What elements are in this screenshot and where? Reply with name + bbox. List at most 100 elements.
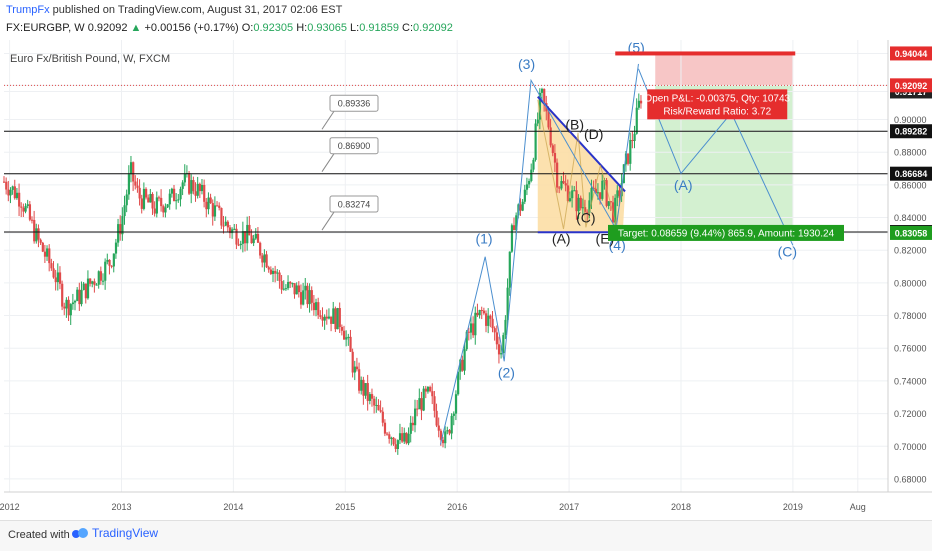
candle-body	[15, 192, 19, 199]
candle-body	[299, 292, 303, 305]
candle-body	[437, 425, 440, 431]
candle-body	[405, 432, 408, 444]
candle-body	[67, 299, 70, 316]
candle-body	[196, 183, 199, 196]
candle-body	[325, 316, 328, 319]
candle-body	[343, 330, 346, 340]
candle-body	[383, 422, 387, 434]
candle-body	[459, 359, 462, 372]
candle-body	[138, 187, 141, 199]
candle-body	[69, 304, 72, 316]
publish-line: TrumpFx published on TradingView.com, Au…	[6, 4, 342, 16]
candle-body	[289, 282, 292, 284]
candle-body	[491, 318, 494, 329]
candle-body	[274, 270, 277, 274]
x-tick-label: 2016	[447, 502, 467, 512]
candle-body	[315, 302, 318, 311]
candle-body	[149, 194, 152, 203]
candle-body	[390, 437, 393, 439]
chart-title: Euro Fx/British Pound, W, FXCM	[10, 53, 170, 65]
candle-body	[297, 285, 301, 293]
x-tick-label: 2012	[0, 502, 20, 512]
candle-body	[373, 398, 376, 406]
author-link[interactable]: TrumpFx	[6, 4, 50, 16]
candle-body	[239, 243, 242, 246]
candle-body	[426, 386, 430, 392]
elliott-wave-path	[439, 63, 639, 445]
candle-body	[351, 351, 354, 373]
y-tick-label: 0.70000	[894, 442, 927, 452]
candle-body	[284, 288, 288, 290]
chart-area[interactable]: 0.89336 0.86900 0.83274 (1) (2) (3) (4) (5) (A)…	[0, 40, 932, 520]
candle-body	[302, 290, 305, 305]
candle-body	[188, 173, 191, 194]
candle-body	[519, 204, 522, 211]
tradingview-link[interactable]: TradingView	[72, 526, 158, 540]
candle-body	[381, 411, 384, 423]
y-tick-label: 0.72000	[894, 409, 927, 419]
candle-body	[9, 189, 12, 196]
candle-body	[422, 388, 425, 411]
candle-body	[396, 440, 399, 449]
candle-body	[493, 328, 496, 333]
wave-label: (2)	[498, 365, 515, 381]
candle-body	[349, 336, 352, 352]
candle-body	[540, 88, 544, 93]
candle-body	[117, 224, 120, 243]
candle-body	[190, 180, 193, 194]
candle-body	[304, 285, 307, 291]
candle-body	[556, 162, 559, 188]
candle-body	[614, 197, 617, 223]
candle-body	[295, 285, 298, 295]
candle-body	[200, 184, 204, 192]
candle-body	[327, 316, 331, 319]
candle-body	[41, 242, 44, 252]
candle-body	[250, 235, 253, 244]
candle-body	[237, 244, 240, 246]
publish-info: published on TradingView.com, August 31,…	[49, 4, 343, 16]
y-tick-label: 0.78000	[894, 311, 927, 321]
candle-body	[280, 281, 283, 290]
candle-body	[319, 315, 322, 317]
candle-body	[54, 277, 57, 283]
candle-body	[46, 248, 49, 257]
candle-body	[312, 302, 316, 311]
x-tick-label: 2019	[783, 502, 803, 512]
triangle-wave-label: (D)	[584, 126, 603, 142]
candle-body	[394, 444, 397, 449]
wave-label: (4)	[609, 237, 626, 253]
candle-body	[228, 227, 232, 234]
price-tag-label: 0.94044	[895, 49, 928, 59]
candle-body	[439, 430, 443, 440]
candle-body	[579, 197, 582, 209]
candle-body	[562, 181, 565, 184]
candle-body	[566, 185, 569, 202]
candle-body	[39, 239, 42, 243]
x-tick-label: 2013	[111, 502, 131, 512]
candle-body	[181, 182, 184, 189]
candle-body	[265, 254, 268, 268]
candle-body	[147, 197, 150, 203]
candle-body	[553, 152, 557, 163]
candle-body	[521, 201, 524, 211]
candle-body	[13, 186, 16, 199]
candle-body	[209, 197, 212, 204]
candle-body	[618, 190, 621, 197]
candle-body	[577, 197, 580, 212]
candle-body	[20, 206, 23, 208]
candle-body	[543, 88, 546, 103]
candle-body	[414, 408, 417, 426]
candle-body	[211, 203, 214, 217]
candle-body	[487, 315, 490, 326]
candle-body	[291, 283, 294, 285]
candle-body	[482, 310, 486, 314]
candle-body	[153, 208, 156, 214]
candle-body	[379, 410, 382, 412]
candle-body	[166, 204, 169, 208]
candle-body	[506, 287, 509, 320]
candle-body	[89, 278, 92, 284]
callout-text: 0.86900	[338, 141, 371, 151]
up-arrow-icon: ▲	[130, 22, 142, 34]
candle-body	[489, 315, 492, 319]
